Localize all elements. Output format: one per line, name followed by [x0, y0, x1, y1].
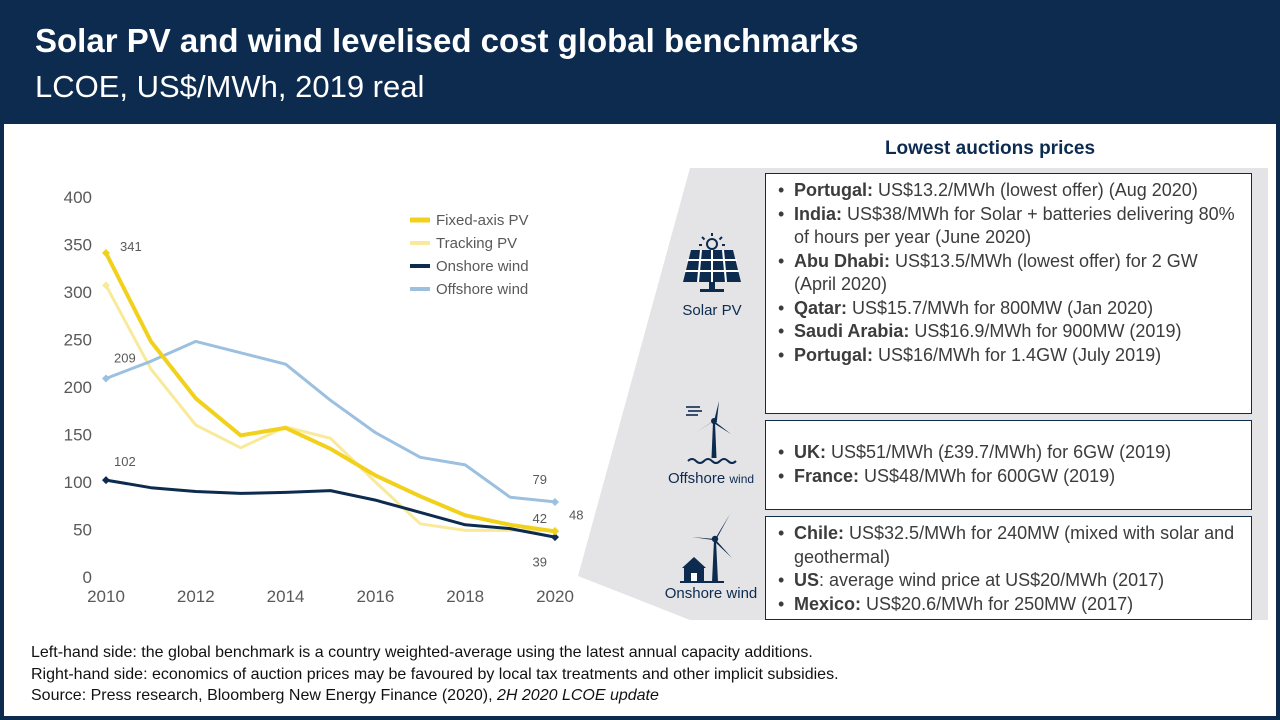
solar-auctions-box: Portugal: US$13.2/MWh (lowest offer) (Au… [765, 173, 1252, 414]
y-tick-label: 200 [64, 378, 92, 397]
y-tick-label: 150 [64, 426, 92, 445]
series-line-offshore-wind [104, 339, 557, 504]
list-item: Portugal: US$13.2/MWh (lowest offer) (Au… [776, 179, 1243, 203]
y-tick-label: 250 [64, 331, 92, 350]
x-tick-label: 2016 [356, 587, 394, 606]
onshore-wind-turbine-icon [680, 514, 732, 583]
page-subtitle: LCOE, US$/MWh, 2019 real [35, 69, 425, 104]
onshore-auctions-box: Chile: US$32.5/MWh for 240MW (mixed with… [765, 516, 1252, 620]
frame-border-right [1276, 124, 1280, 720]
chart-series [102, 249, 559, 542]
offshore-wind-label: Offshore wind [667, 470, 755, 487]
footer-note-left: Left-hand side: the global benchmark is … [31, 644, 813, 661]
legend-label: Onshore wind [436, 258, 529, 275]
x-tick-label: 2018 [446, 587, 484, 606]
y-tick-label: 400 [64, 188, 92, 207]
footer-notes: Left-hand side: the global benchmark is … [31, 642, 839, 707]
x-tick-label: 2014 [267, 587, 305, 606]
y-tick-label: 300 [64, 283, 92, 302]
series-line-onshore-wind [104, 478, 557, 539]
footer-note-right: Right-hand side: economics of auction pr… [31, 665, 839, 683]
list-item: France: US$48/MWh for 600GW (2019) [776, 465, 1243, 489]
y-tick-label: 350 [64, 236, 92, 255]
frame-border-bottom [0, 716, 1280, 720]
legend-label: Offshore wind [436, 281, 528, 298]
series-end-marker [551, 533, 559, 542]
data-label: 79 [533, 472, 547, 487]
onshore-wind-label: Onshore wind [664, 585, 758, 602]
list-item: US: average wind price at US$20/MWh (201… [776, 569, 1243, 593]
data-label: 341 [120, 239, 142, 254]
series-end-marker [551, 527, 559, 536]
list-item: Chile: US$32.5/MWh for 240MW (mixed with… [776, 522, 1243, 569]
page-title: Solar PV and wind levelised cost global … [35, 22, 859, 59]
series-line-fixed-axis-pv [104, 251, 557, 534]
y-tick-label: 0 [83, 568, 92, 587]
list-item: Mexico: US$20.6/MWh for 250MW (2017) [776, 593, 1243, 617]
x-tick-label: 2010 [87, 587, 125, 606]
list-item: Saudi Arabia: US$16.9/MWh for 900MW (201… [776, 320, 1243, 344]
data-label: 102 [114, 454, 136, 469]
chart-legend: Fixed-axis PV Tracking PV Onshore wind Offs… [410, 212, 529, 298]
y-tick-label: 100 [64, 473, 92, 492]
lcoe-line-chart: 0 50 100 150 200 250 300 350 400 2010 2012 2014 2016… [64, 188, 584, 606]
series-end-marker [102, 281, 110, 290]
data-label: 42 [533, 511, 547, 526]
frame-border-left [0, 124, 4, 720]
x-tick-label: 2020 [536, 587, 574, 606]
series-end-marker [102, 476, 110, 485]
list-item: Qatar: US$15.7/MWh for 800MW (Jan 2020) [776, 297, 1243, 321]
chart-data-labels: 341 209 102 79 42 48 39 [114, 239, 583, 569]
list-item: UK: US$51/MWh (£39.7/MWh) for 6GW (2019) [776, 441, 1243, 465]
offshore-wind-turbine-icon [686, 401, 737, 464]
list-item: Abu Dhabi: US$13.5/MWh (lowest offer) fo… [776, 250, 1243, 297]
series-end-marker [102, 374, 110, 383]
series-end-marker [102, 249, 110, 258]
series-end-marker [551, 497, 559, 506]
footer-source: Source: Press research, Bloomberg New En… [31, 687, 659, 704]
series-line-tracking-pv [104, 283, 557, 532]
y-tick-label: 50 [73, 521, 92, 540]
data-label: 209 [114, 350, 136, 365]
x-tick-label: 2012 [177, 587, 215, 606]
solar-pv-label: Solar PV [682, 302, 742, 319]
header-bar: Solar PV and wind levelised cost global … [0, 0, 1280, 124]
legend-label: Fixed-axis PV [436, 212, 529, 229]
legend-label: Tracking PV [436, 235, 517, 252]
data-label: 48 [569, 507, 583, 522]
list-item: Portugal: US$16/MWh for 1.4GW (July 2019… [776, 344, 1243, 368]
solar-panel-icon [683, 233, 741, 292]
list-item: India: US$38/MWh for Solar + batteries d… [776, 203, 1243, 250]
data-label: 39 [533, 554, 547, 569]
auctions-title: Lowest auctions prices [884, 138, 1096, 159]
callout-wedge [578, 168, 690, 620]
chart-axes: 0 50 100 150 200 250 300 350 400 2010 2012 2014 2016… [64, 188, 574, 606]
offshore-auctions-box: UK: US$51/MWh (£39.7/MWh) for 6GW (2019)… [765, 420, 1252, 510]
